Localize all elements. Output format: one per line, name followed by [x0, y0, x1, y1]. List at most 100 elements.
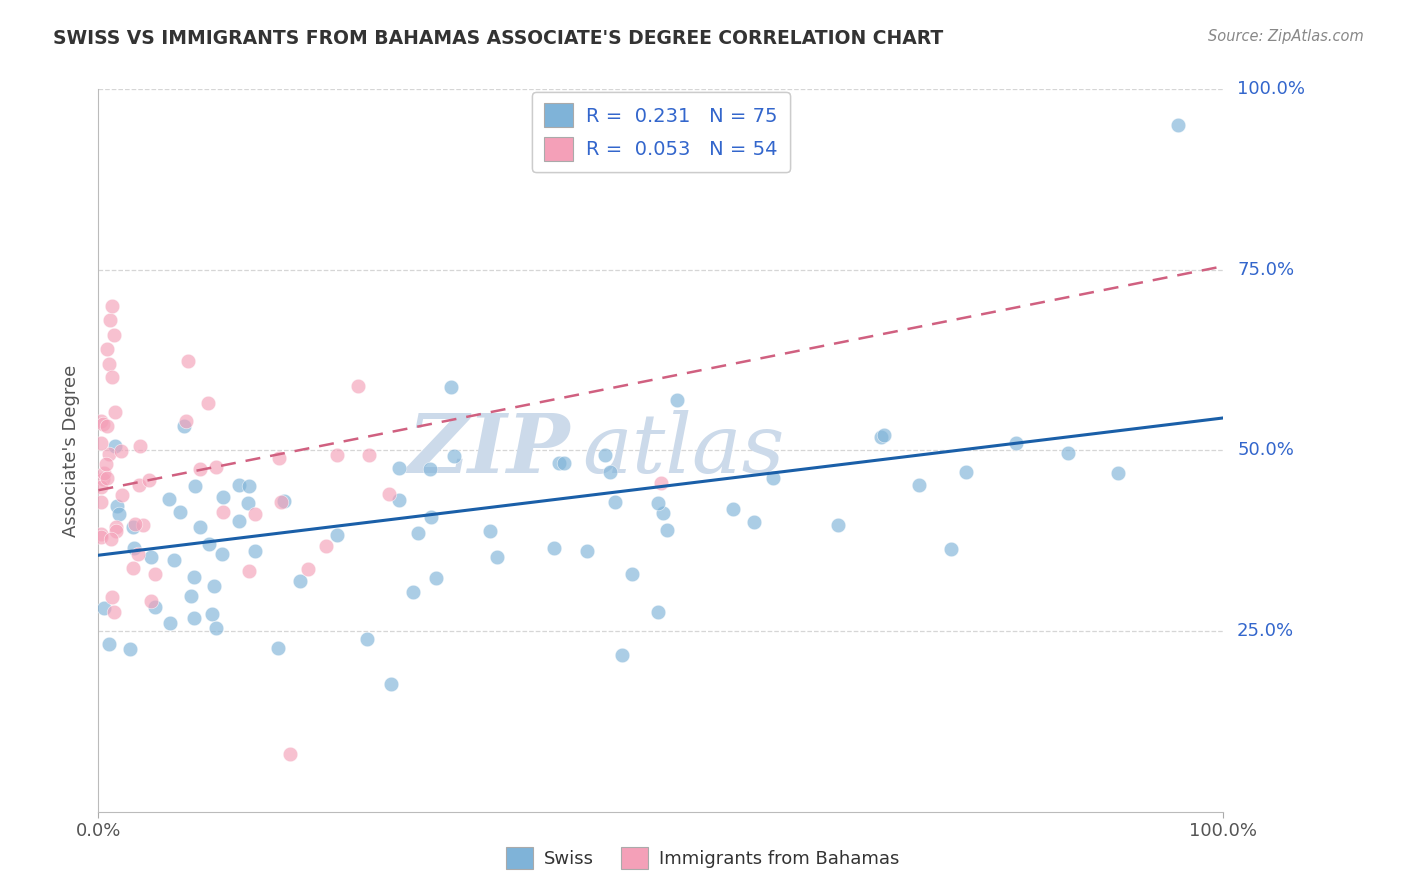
Point	[183, 611, 205, 625]
Point	[127, 547, 149, 561]
Point	[236, 496, 259, 510]
Point	[651, 506, 673, 520]
Point	[211, 547, 233, 561]
Point	[197, 537, 219, 551]
Point	[111, 488, 134, 502]
Point	[90, 480, 112, 494]
Point	[827, 517, 849, 532]
Point	[132, 517, 155, 532]
Point	[425, 571, 447, 585]
Point	[278, 747, 301, 761]
Point	[141, 594, 163, 608]
Point	[120, 642, 142, 657]
Point	[101, 299, 124, 313]
Point	[91, 472, 114, 486]
Point	[297, 562, 319, 576]
Point	[201, 607, 224, 621]
Point	[100, 532, 122, 546]
Point	[157, 492, 180, 507]
Point	[93, 600, 115, 615]
Point	[183, 570, 205, 584]
Point	[104, 439, 127, 453]
Point	[443, 449, 465, 463]
Point	[610, 648, 633, 663]
Point	[104, 524, 127, 539]
Point	[402, 585, 425, 599]
Point	[288, 574, 311, 588]
Point	[238, 564, 260, 578]
Point	[908, 478, 931, 492]
Point	[169, 505, 191, 519]
Point	[762, 471, 785, 485]
Point	[243, 544, 266, 558]
Point	[122, 541, 145, 555]
Point	[205, 622, 228, 636]
Point	[91, 417, 114, 431]
Point	[90, 526, 112, 541]
Text: ZIP: ZIP	[408, 410, 571, 491]
Point	[129, 439, 152, 453]
Point	[205, 459, 228, 474]
Point	[211, 505, 233, 519]
Point	[211, 490, 233, 504]
Point	[267, 450, 290, 465]
Point	[1167, 119, 1189, 133]
Point	[105, 520, 128, 534]
Point	[110, 443, 132, 458]
Point	[599, 465, 621, 479]
Point	[97, 357, 120, 371]
Point	[96, 471, 118, 485]
Text: SWISS VS IMMIGRANTS FROM BAHAMAS ASSOCIATE'S DEGREE CORRELATION CHART: SWISS VS IMMIGRANTS FROM BAHAMAS ASSOCIA…	[53, 29, 943, 47]
Point	[183, 478, 205, 492]
Point	[665, 393, 688, 408]
Point	[121, 560, 143, 574]
Point	[103, 605, 125, 619]
Point	[326, 448, 349, 462]
Point	[326, 528, 349, 542]
Point	[620, 567, 643, 582]
Point	[420, 510, 443, 524]
Point	[873, 427, 896, 442]
Point	[93, 467, 115, 481]
Point	[238, 479, 260, 493]
Point	[1107, 466, 1129, 480]
Point	[90, 530, 112, 544]
Point	[128, 478, 150, 492]
Text: 100.0%: 100.0%	[1237, 80, 1305, 98]
Point	[650, 475, 672, 490]
Point	[356, 632, 378, 646]
Point	[721, 502, 744, 516]
Point	[202, 579, 225, 593]
Point	[96, 343, 118, 357]
Point	[479, 524, 502, 538]
Legend: R =  0.231   N = 75, R =  0.053   N = 54: R = 0.231 N = 75, R = 0.053 N = 54	[531, 92, 790, 172]
Point	[197, 395, 219, 409]
Point	[108, 507, 131, 521]
Point	[188, 520, 211, 534]
Point	[380, 677, 402, 691]
Point	[647, 496, 669, 510]
Point	[98, 313, 121, 327]
Point	[576, 544, 599, 558]
Point	[406, 526, 429, 541]
Point	[143, 567, 166, 582]
Point	[124, 517, 146, 532]
Point	[378, 486, 401, 500]
Text: 50.0%: 50.0%	[1237, 442, 1294, 459]
Point	[180, 590, 202, 604]
Point	[267, 641, 290, 656]
Point	[98, 447, 121, 461]
Point	[121, 520, 143, 534]
Point	[869, 430, 891, 444]
Point	[143, 600, 166, 615]
Point	[97, 637, 120, 651]
Point	[100, 590, 122, 604]
Text: atlas: atlas	[582, 410, 785, 491]
Point	[742, 515, 765, 529]
Point	[103, 327, 125, 342]
Point	[96, 418, 118, 433]
Point	[139, 549, 162, 564]
Point	[593, 449, 616, 463]
Point	[655, 523, 678, 537]
Y-axis label: Associate's Degree: Associate's Degree	[62, 364, 80, 537]
